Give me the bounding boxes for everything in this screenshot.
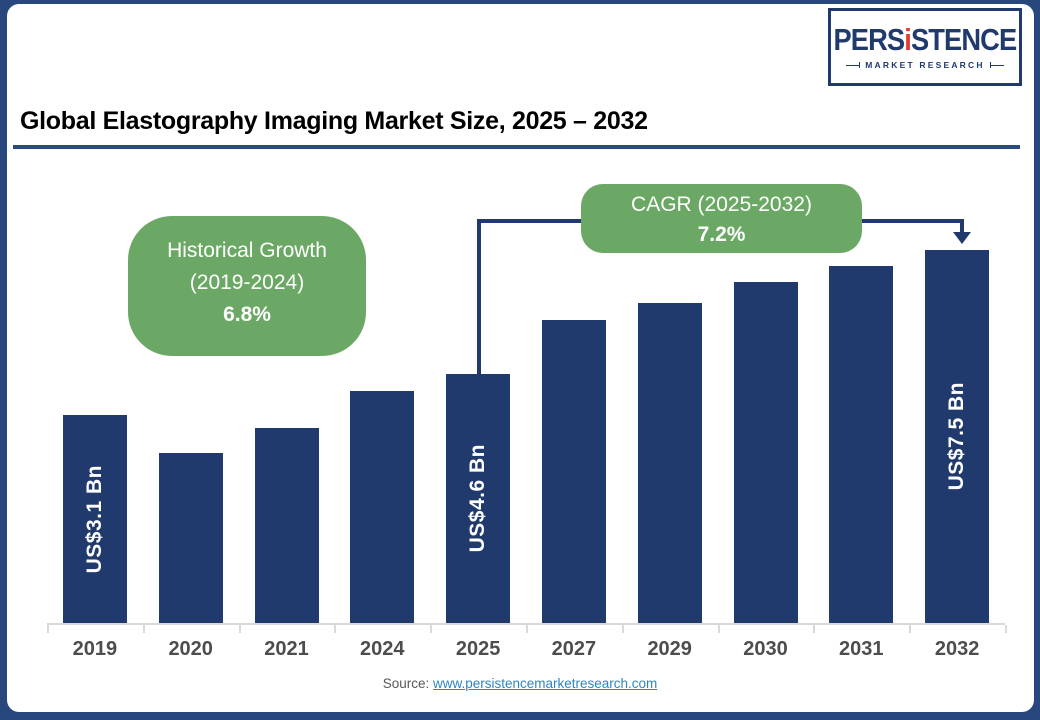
axis-tick — [1005, 625, 1007, 633]
axis-tick — [47, 625, 49, 633]
cagr-connector-vertical — [477, 220, 481, 376]
axis-tick — [621, 625, 624, 633]
bar-2019: US$3.1 Bn — [62, 415, 127, 623]
x-axis-label-2019: 2019 — [72, 638, 118, 660]
source-link[interactable]: www.persistencemarketresearch.com — [432, 676, 658, 691]
axis-tick — [813, 625, 816, 633]
bar-2027 — [541, 320, 606, 623]
axis-tick — [430, 625, 433, 633]
historical-growth-line1: Historical Growth — [167, 239, 327, 262]
x-axis-label-2021: 2021 — [264, 638, 309, 660]
logo-text-part2: STENCE — [911, 22, 1017, 57]
cagr-callout: CAGR (2025-2032) 7.2% — [581, 184, 862, 253]
logo-text-part1: PERS — [833, 22, 906, 57]
plot-area: US$3.1 Bn US$4.6 Bn US$7.5 Bn — [47, 180, 1007, 633]
bar-2031 — [829, 266, 894, 623]
x-axis-label-2031: 2031 — [839, 638, 884, 660]
logo: PERSiSTENCE MARKET RESEARCH — [828, 8, 1022, 86]
bar-2030 — [733, 282, 798, 623]
x-axis-label-2020: 2020 — [168, 638, 213, 660]
bar-2021 — [254, 428, 319, 623]
axis-tick — [142, 625, 145, 633]
logo-accent-letter: i — [904, 22, 912, 57]
page-title: Global Elastography Imaging Market Size,… — [20, 107, 648, 135]
logo-wordmark: PERSiSTENCE — [833, 22, 1018, 57]
bar-value-label-2032: US$7.5 Bn — [945, 382, 969, 491]
x-axis-label-2030: 2030 — [743, 638, 788, 660]
logo-tagline: MARKET RESEARCH — [865, 60, 985, 70]
bar-value-label-2019: US$3.1 Bn — [82, 464, 106, 574]
x-axis-label-2024: 2024 — [360, 638, 405, 660]
historical-growth-line2: (2019-2024) — [189, 271, 305, 294]
cagr-value: 7.2% — [697, 223, 746, 246]
logo-tagline-row: MARKET RESEARCH — [846, 60, 1004, 70]
bar-2024 — [350, 391, 415, 623]
bar-2029 — [637, 303, 702, 623]
historical-growth-callout: Historical Growth (2019-2024) 6.8% — [128, 216, 366, 356]
x-axis-label-2027: 2027 — [551, 638, 597, 660]
axis-tick — [526, 625, 528, 633]
x-axis-label-2029: 2029 — [647, 638, 692, 660]
bar-2025: US$4.6 Bn — [446, 374, 511, 623]
bar-value-label-2025: US$4.6 Bn — [466, 444, 490, 553]
cagr-arrow-down-icon — [953, 232, 971, 244]
historical-growth-value: 6.8% — [223, 303, 271, 326]
bar-2032: US$7.5 Bn — [925, 250, 990, 623]
logo-rule-left — [846, 62, 861, 68]
x-axis-label-2025: 2025 — [455, 638, 501, 660]
axis-tick — [717, 625, 720, 633]
axis-tick — [909, 625, 912, 633]
title-underline — [13, 145, 1020, 149]
source-line: Source: www.persistencemarketresearch.co… — [0, 676, 1040, 691]
cagr-line1: CAGR (2025-2032) — [631, 193, 812, 216]
x-axis-labels: 2019 2020 2021 2024 2025 2027 2029 2030 2031 2032 — [47, 638, 1005, 666]
logo-rule-right — [989, 62, 1004, 68]
x-axis-label-2032: 2032 — [934, 638, 980, 660]
source-prefix: Source: — [382, 676, 433, 691]
axis-tick — [334, 625, 337, 633]
bar-2020 — [158, 453, 223, 623]
axis-tick — [238, 625, 241, 633]
cagr-connector-drop — [960, 219, 964, 233]
